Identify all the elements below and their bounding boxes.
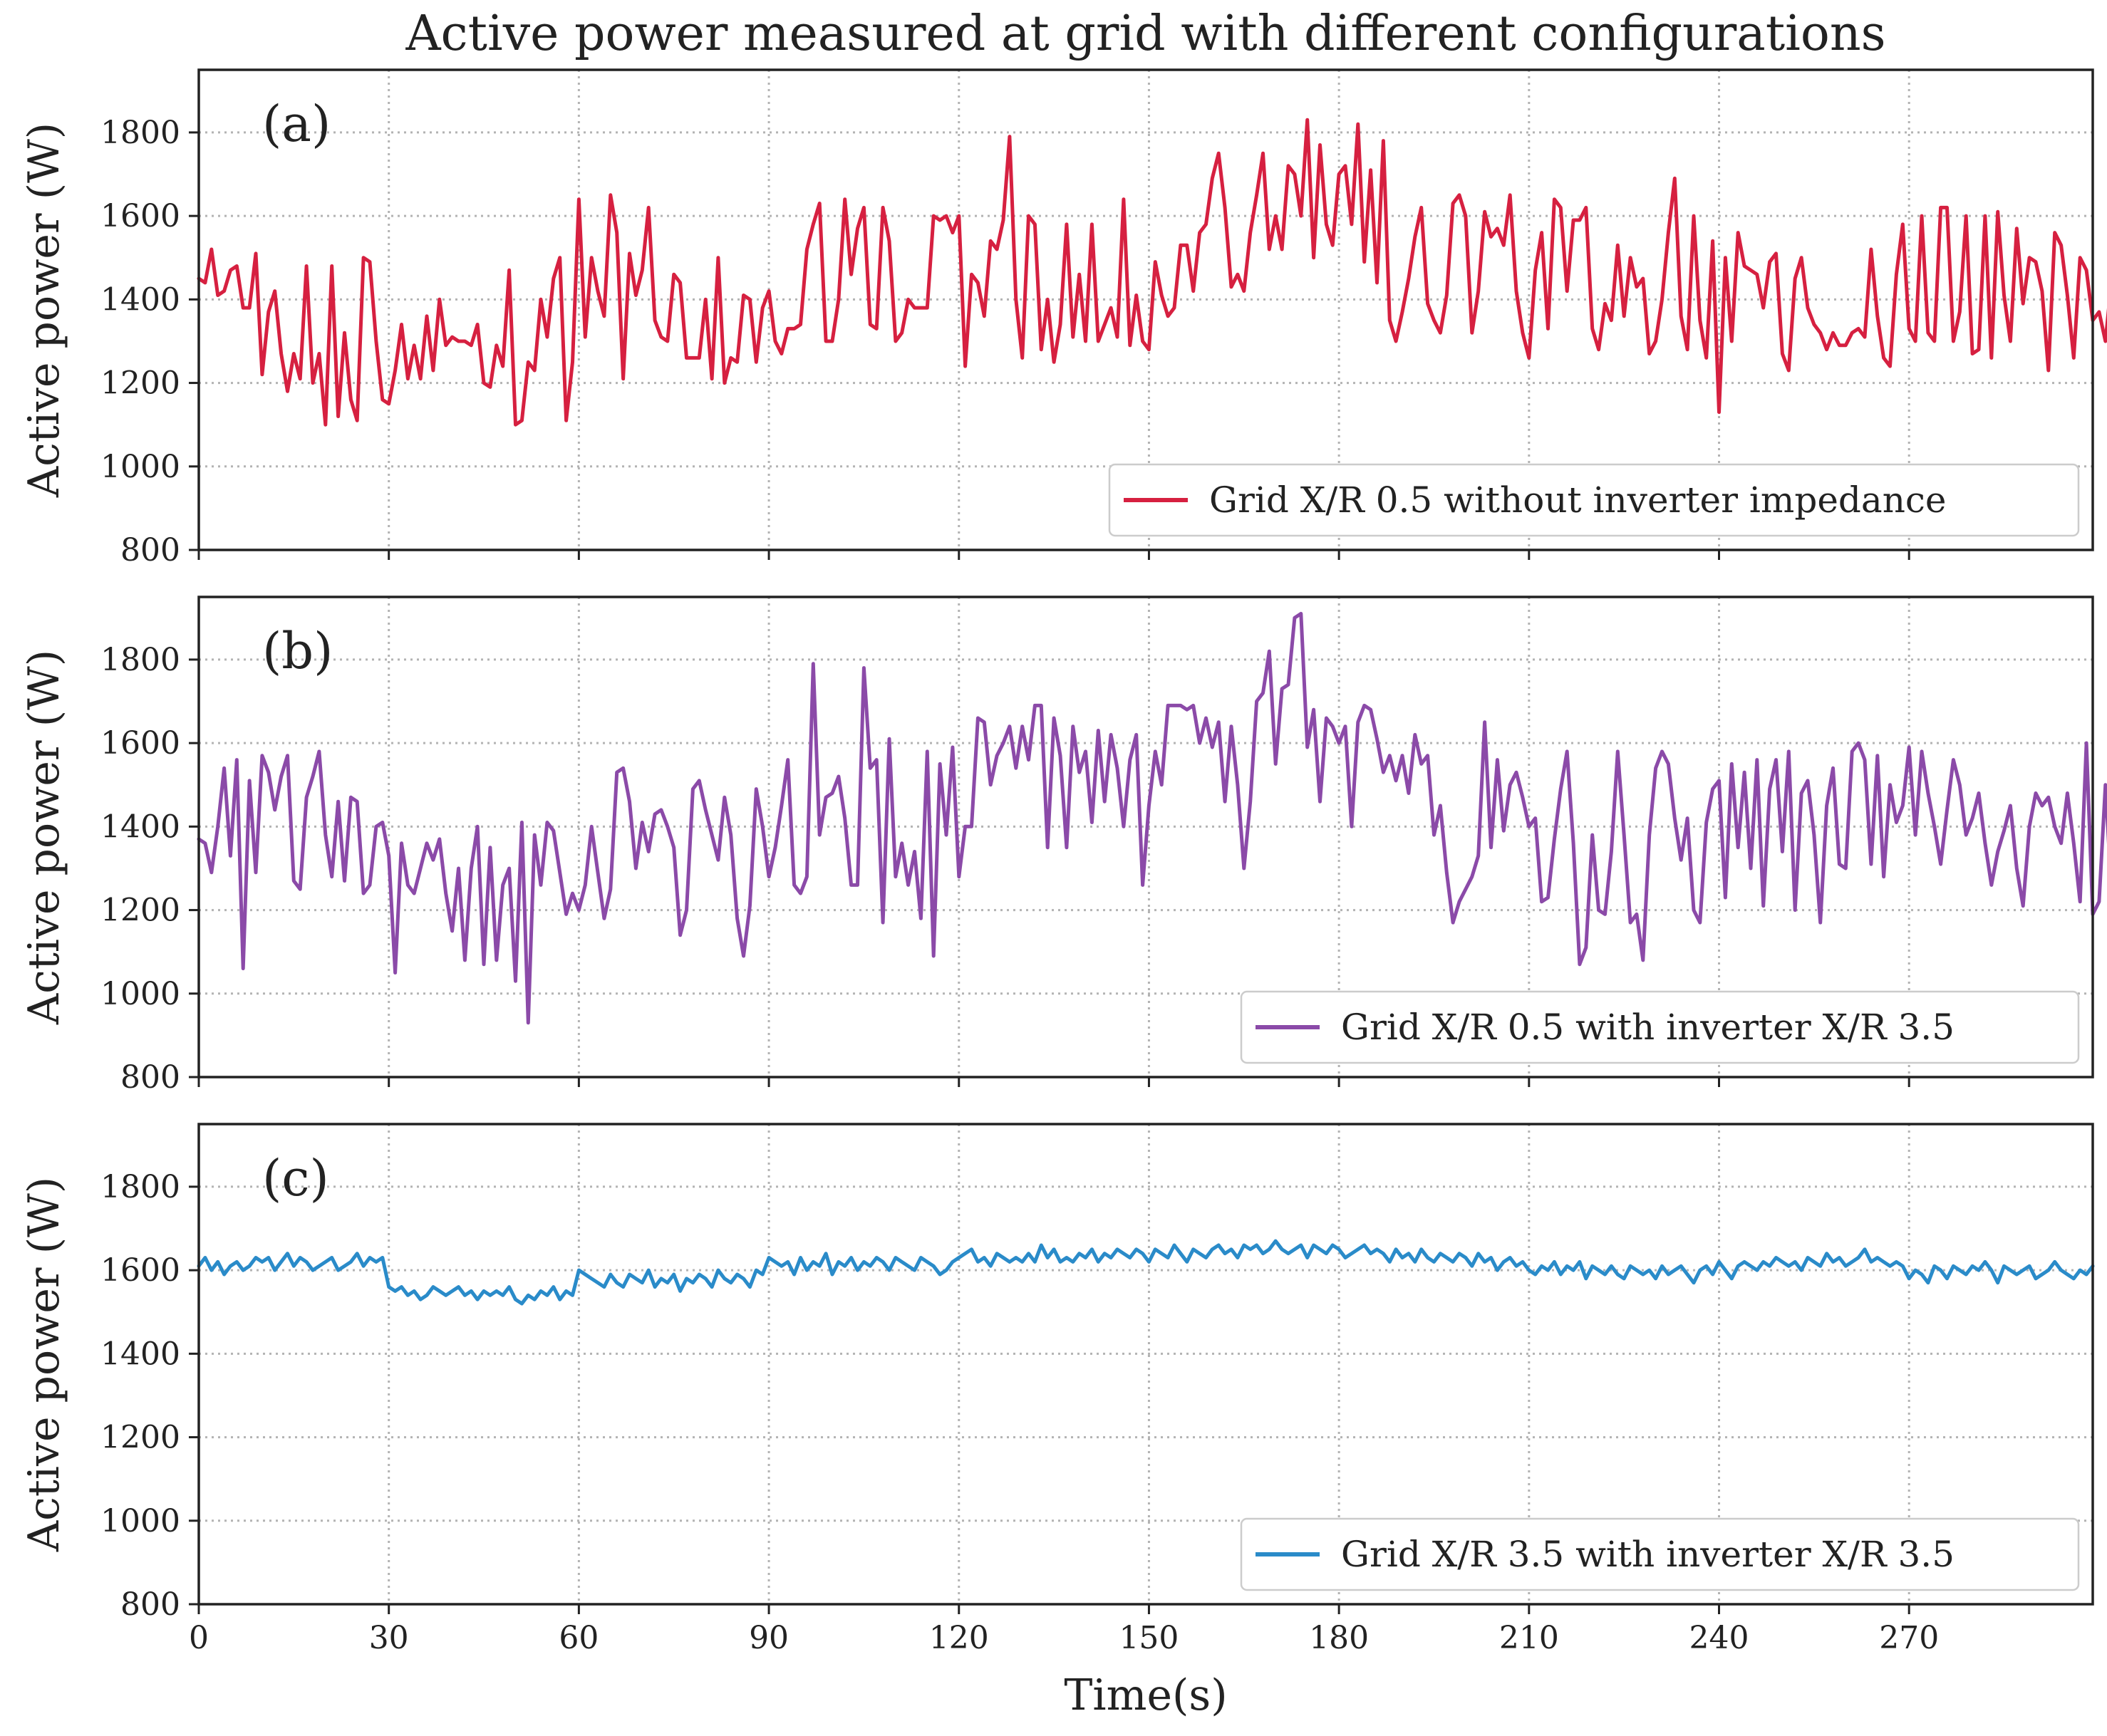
x-tick-label: 90 <box>749 1620 789 1656</box>
panel-tag: (a) <box>262 95 331 153</box>
y-tick-label: 1800 <box>100 115 180 151</box>
legend-label: Grid X/R 0.5 without inverter impedance <box>1209 479 1947 521</box>
panel-1: 800 1000 1200 1400 1600 1800 Active power (W) (… <box>19 596 2107 1096</box>
x-tick-label: 120 <box>929 1620 989 1656</box>
panel-0: 800 1000 1200 1400 1600 1800 Active power (W) (… <box>19 68 2107 568</box>
y-tick-label: 1400 <box>100 1336 180 1372</box>
x-tick-label: 270 <box>1879 1620 1939 1656</box>
x-axis-label: Time(s) <box>1064 1670 1227 1720</box>
x-tick-label: 0 <box>189 1620 209 1656</box>
y-tick-label: 1000 <box>100 449 180 485</box>
y-tick-label: 1400 <box>100 281 180 318</box>
y-axis-label: Active power (W) <box>19 650 69 1025</box>
x-tick-label: 150 <box>1119 1620 1179 1656</box>
y-tick-label: 1000 <box>100 976 180 1012</box>
series-line-0-0 <box>197 118 2107 427</box>
y-axis-label: Active power (W) <box>19 1177 69 1552</box>
legend: Grid X/R 0.5 without inverter impedance <box>1108 463 2080 537</box>
y-tick-label: 1800 <box>100 642 180 678</box>
chart-title: Active power measured at grid with diffe… <box>405 6 1885 62</box>
series-line-2-0 <box>197 1239 2095 1306</box>
panel-tag: (c) <box>262 1149 329 1207</box>
y-tick-label: 1200 <box>100 893 180 929</box>
y-tick-label: 800 <box>120 532 180 568</box>
y-tick-label: 1800 <box>100 1169 180 1205</box>
series-line-1-0 <box>197 611 2107 1025</box>
legend: Grid X/R 0.5 with inverter X/R 3.5 <box>1240 990 2080 1064</box>
legend-box <box>1108 463 2080 537</box>
y-tick-label: 1600 <box>100 198 180 234</box>
x-tick-label: 210 <box>1499 1620 1559 1656</box>
y-tick-label: 1000 <box>100 1503 180 1539</box>
plot-frame <box>197 1123 2094 1606</box>
legend-label: Grid X/R 0.5 with inverter X/R 3.5 <box>1341 1007 1955 1048</box>
y-tick-label: 800 <box>120 1059 180 1096</box>
plot-frame <box>197 596 2094 1078</box>
panel-2: 800 1000 1200 1400 1600 1800 0 30 60 90 120 150 180 2… <box>19 1123 2095 1656</box>
y-tick-label: 800 <box>120 1586 180 1623</box>
x-tick-label: 240 <box>1689 1620 1749 1656</box>
legend-label: Grid X/R 3.5 with inverter X/R 3.5 <box>1341 1534 1955 1575</box>
y-tick-label: 1400 <box>100 809 180 845</box>
legend-box <box>1240 990 2080 1064</box>
y-tick-label: 1600 <box>100 725 180 762</box>
plot-frame <box>197 68 2094 551</box>
y-axis-label: Active power (W) <box>19 123 69 498</box>
x-tick-label: 60 <box>559 1620 599 1656</box>
y-tick-label: 1600 <box>100 1252 180 1289</box>
panel-tag: (b) <box>262 622 333 680</box>
y-tick-label: 1200 <box>100 1420 180 1456</box>
legend: Grid X/R 3.5 with inverter X/R 3.5 <box>1240 1517 2080 1591</box>
legend-box <box>1240 1517 2080 1591</box>
x-tick-label: 30 <box>369 1620 409 1656</box>
x-tick-label: 180 <box>1309 1620 1369 1656</box>
y-tick-label: 1200 <box>100 365 180 402</box>
